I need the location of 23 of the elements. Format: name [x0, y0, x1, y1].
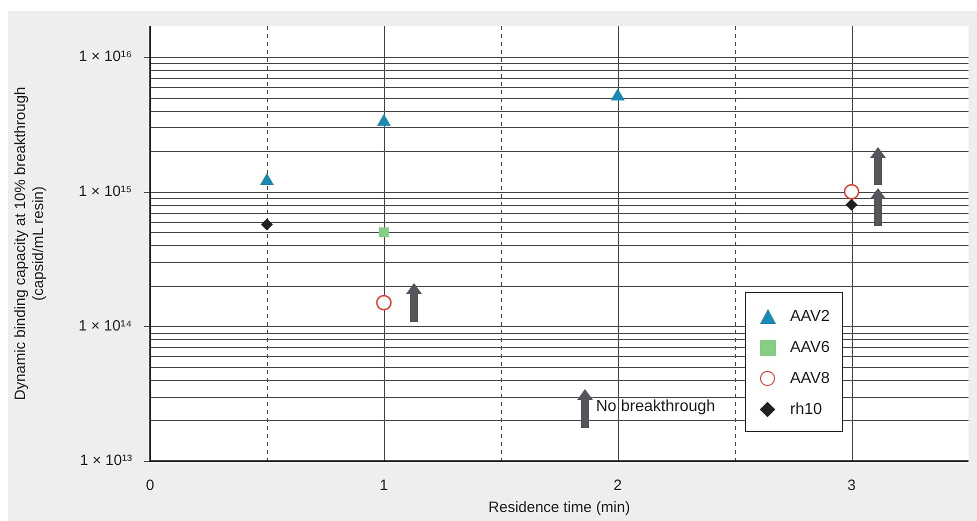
x-tick-label: 3 — [847, 477, 856, 494]
y-tick-label: 1 × 10¹⁴ — [78, 317, 132, 334]
legend-label: AAV2 — [790, 308, 830, 326]
point — [846, 198, 858, 211]
x-axis-title: Residence time (min) — [488, 499, 630, 516]
annotation: No breakthrough — [596, 398, 716, 416]
point — [260, 173, 274, 186]
point — [376, 294, 392, 310]
legend-label: rh10 — [790, 400, 822, 418]
y-tick-label: 1 × 10¹⁵ — [78, 182, 132, 200]
y-axis-title: Dynamic binding capacity at 10% breakthrough (capsid/mL resin) — [12, 86, 48, 400]
x-tick-label: 2 — [614, 477, 622, 494]
x-tick-label: 0 — [146, 477, 154, 494]
x-tick-label: 1 — [380, 477, 388, 494]
point — [844, 184, 860, 200]
y-tick-label: 1 × 10¹⁶ — [78, 48, 132, 66]
point — [610, 88, 625, 100]
point — [378, 227, 389, 238]
point — [260, 218, 273, 231]
point — [376, 114, 391, 126]
y-tick-label: 1 × 10¹³ — [80, 452, 132, 470]
legend-label: AAV8 — [790, 370, 830, 388]
legend-label: AAV6 — [790, 338, 830, 356]
